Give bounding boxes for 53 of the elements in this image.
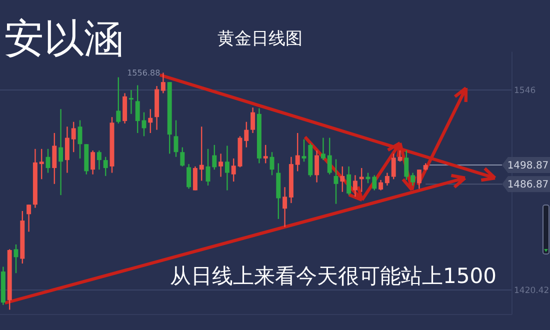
- candlestick: [404, 150, 409, 181]
- candlestick: [282, 186, 288, 228]
- candlestick: [186, 163, 192, 190]
- ref-line-label: 1486.87: [507, 180, 549, 191]
- candlestick: [160, 72, 166, 94]
- candlestick: [218, 153, 224, 178]
- annotation: 从日线上来看今天很可能站上1500: [170, 264, 496, 288]
- candlestick: [352, 174, 358, 198]
- candlestick: [224, 145, 230, 191]
- candlestick: [116, 76, 121, 124]
- candlestick: [391, 153, 396, 180]
- candlestick: [295, 132, 300, 172]
- candlestick: [340, 166, 345, 193]
- candlestick: [199, 126, 204, 182]
- candlestick: [148, 108, 153, 134]
- candlestick: [14, 244, 18, 274]
- candlestick: [58, 108, 64, 196]
- candlestick: [416, 169, 422, 190]
- candlestick: [64, 126, 70, 174]
- candlestick: [320, 137, 326, 161]
- candlestick: [39, 148, 44, 180]
- annotation: 安以涵: [4, 16, 124, 62]
- candlestick: [231, 158, 236, 182]
- ref-line-label: 1498.87: [507, 160, 549, 172]
- candlestick: [410, 172, 416, 186]
- y-tick-label: 1546: [514, 86, 536, 96]
- candlestick: [263, 144, 268, 164]
- candlestick: [192, 166, 198, 191]
- candlestick: [250, 106, 256, 134]
- candlestick: [327, 137, 332, 175]
- candlestick: [372, 174, 377, 191]
- candlestick: [346, 166, 352, 196]
- candlestick: [103, 156, 108, 177]
- candlestick: [244, 121, 249, 148]
- candlestick: [302, 138, 306, 162]
- candlestick: [71, 121, 76, 153]
- candlestick: [212, 144, 217, 170]
- candlestick: [128, 89, 134, 114]
- candlestick: [96, 150, 102, 170]
- candlestick: [384, 172, 390, 186]
- candlestick: [135, 84, 140, 134]
- candlestick: [26, 204, 32, 232]
- candlestick: [378, 179, 384, 191]
- chart-title: 黄金日线图: [218, 29, 302, 49]
- annotation: 1556.88: [127, 68, 160, 78]
- y-tick-label: 1420.42: [514, 286, 550, 296]
- candlestick: [174, 120, 178, 158]
- candlestick: [52, 132, 57, 185]
- candlestick: [90, 150, 96, 175]
- candlestick: [314, 150, 320, 183]
- candlestick: [334, 158, 338, 204]
- candlestick: [180, 146, 185, 168]
- candlestick: [398, 150, 402, 162]
